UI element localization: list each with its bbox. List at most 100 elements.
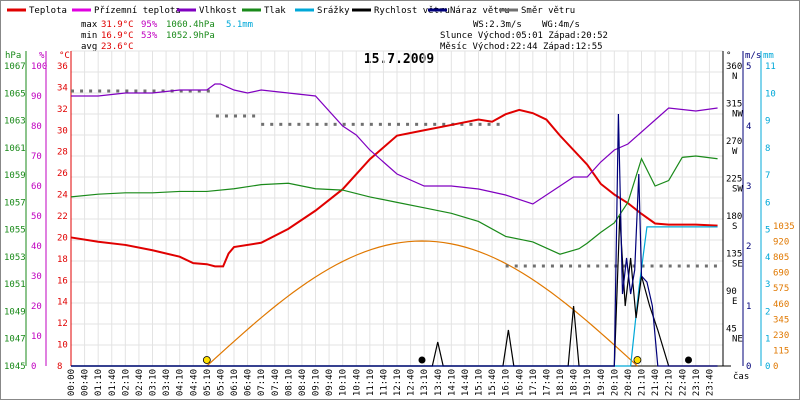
stat-ws: WS:2.3m/s xyxy=(473,20,522,30)
axis-deg-compass: E xyxy=(732,297,737,307)
axis-pct-tick: 50 xyxy=(31,212,42,222)
wind-direction-point xyxy=(587,264,591,268)
axis-mm-tick: 10 xyxy=(765,89,776,99)
axis-wm2-tick: 230 xyxy=(773,331,789,341)
wind-direction-point xyxy=(360,122,364,126)
axis-degc-tick: 32 xyxy=(57,105,68,115)
axis-pct-tick: 0 xyxy=(31,362,36,372)
wind-direction-point xyxy=(424,122,428,126)
x-tick-label: 15:10 xyxy=(475,369,485,396)
wind-direction-point xyxy=(541,264,545,268)
stat-max-label: max xyxy=(81,20,98,30)
x-tick-label: 07:40 xyxy=(271,369,281,396)
axis-degc-tick: 34 xyxy=(57,83,68,93)
axis-degc-tick: 12 xyxy=(57,319,68,329)
wind-direction-point xyxy=(243,114,247,118)
axis-degc-tick: 10 xyxy=(57,341,68,351)
wind-direction-point xyxy=(650,264,654,268)
wind-direction-point xyxy=(234,114,237,118)
x-tick-label: 07:10 xyxy=(257,369,267,396)
axis-hpa-tick: 1047 xyxy=(4,335,26,345)
x-tick-label: 04:10 xyxy=(176,369,186,396)
x-tick-label: 04:40 xyxy=(189,369,199,396)
axis-degc-tick: 26 xyxy=(57,169,68,179)
axis-pct-tick: 30 xyxy=(31,272,42,282)
x-tick-label: 16:10 xyxy=(502,369,512,396)
axis-degc-tick: 24 xyxy=(57,191,68,201)
wind-direction-point xyxy=(224,114,228,118)
wind-direction-point xyxy=(397,122,400,126)
wind-direction-point xyxy=(704,264,708,268)
wind-direction-point xyxy=(197,89,201,93)
axis-mm-tick: 4 xyxy=(765,253,770,263)
wind-direction-point xyxy=(668,264,672,268)
wind-direction-point xyxy=(143,89,147,93)
x-tick-label: 08:40 xyxy=(298,369,308,396)
x-tick-label: 09:10 xyxy=(312,369,322,396)
axis-ms-unit: m/s xyxy=(745,51,761,61)
legend-label: Rychlost větru xyxy=(374,6,450,16)
x-tick-label: 23:40 xyxy=(705,369,715,396)
wind-direction-point xyxy=(641,264,645,268)
axis-mm-tick: 2 xyxy=(765,307,770,317)
axis-wm2-tick: 345 xyxy=(773,315,789,325)
x-tick-label: 10:40 xyxy=(352,369,362,396)
axis-degc-tick: 14 xyxy=(57,298,68,308)
axis-mm-tick: 5 xyxy=(765,226,770,236)
axis-degc-unit: °C xyxy=(59,51,70,61)
wind-direction-point xyxy=(505,264,509,268)
x-tick-label: 02:40 xyxy=(135,369,145,396)
axis-degc-tick: 36 xyxy=(57,62,68,72)
wind-direction-point xyxy=(560,264,563,268)
axis-deg-tick: 180 xyxy=(726,212,742,222)
stat-max-hum: 95% xyxy=(141,20,158,30)
wind-direction-point xyxy=(116,89,120,93)
legend-label: Směr větru xyxy=(521,6,575,16)
wind-direction-point xyxy=(315,122,319,126)
axis-hpa-tick: 1061 xyxy=(4,144,26,154)
axis-hpa-tick: 1051 xyxy=(4,280,26,290)
moonrise-marker xyxy=(684,356,692,364)
wind-direction-point xyxy=(442,122,446,126)
axis-deg-tick: 45 xyxy=(726,325,737,335)
wind-direction-point xyxy=(342,122,346,126)
x-tick-label: 14:10 xyxy=(447,369,457,396)
x-tick-label: 21:10 xyxy=(638,369,648,396)
x-tick-label: 18:10 xyxy=(556,369,566,396)
axis-deg-tick: 225 xyxy=(726,175,742,185)
axis-ms-tick: 3 xyxy=(746,182,751,192)
wind-direction-point xyxy=(297,122,301,126)
axis-deg-compass: S xyxy=(732,222,737,232)
wind-direction-point xyxy=(686,264,690,268)
wind-direction-point xyxy=(478,122,482,126)
x-tick-label: 03:40 xyxy=(162,369,172,396)
stat-min-temp: 16.9°C xyxy=(101,31,134,41)
wind-direction-point xyxy=(695,264,699,268)
axis-pct-tick: 40 xyxy=(31,242,42,252)
axis-pct-tick: 80 xyxy=(31,122,42,132)
wind-direction-point xyxy=(496,122,500,126)
x-tick-label: 22:10 xyxy=(665,369,675,396)
x-tick-label: 20:10 xyxy=(610,369,620,396)
wind-direction-point xyxy=(80,89,84,93)
sunset-marker xyxy=(633,356,642,364)
x-tick-label: 09:40 xyxy=(325,369,335,396)
wind-direction-point xyxy=(288,122,292,126)
wind-direction-point xyxy=(206,89,210,93)
x-tick-label: 01:40 xyxy=(108,369,118,396)
axis-hpa-tick: 1059 xyxy=(4,171,26,181)
axis-deg-tick: 360 xyxy=(726,62,742,72)
wind-direction-point xyxy=(605,264,609,268)
x-tick-label: 18:40 xyxy=(570,369,580,396)
x-axis-label: čas xyxy=(733,371,749,382)
legend-label: Tlak xyxy=(264,6,286,16)
wind-direction-point xyxy=(469,122,473,126)
x-tick-label: 06:40 xyxy=(244,369,254,396)
x-tick-label: 08:10 xyxy=(284,369,294,396)
axis-pct-tick: 20 xyxy=(31,302,42,312)
axis-pct-tick: 10 xyxy=(31,332,42,342)
x-tick-label: 05:10 xyxy=(203,369,213,396)
stat-avg-temp: 23.6°C xyxy=(101,42,134,52)
wind-direction-point xyxy=(98,89,102,93)
